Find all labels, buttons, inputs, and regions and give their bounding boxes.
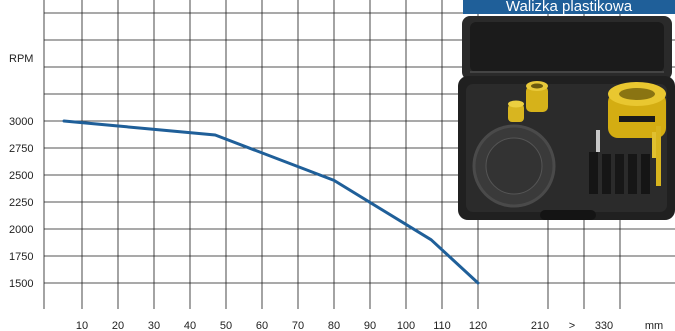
- x-tick-label: 20: [112, 320, 124, 331]
- x-axis-ticks: 10 20 30 40 50 60 70 80 90 100 110 120 210 >330 mm: [76, 320, 663, 331]
- y-tick-label: 2000: [9, 224, 33, 236]
- y-tick-label: 1750: [9, 251, 33, 263]
- y-axis-label: RPM: [9, 53, 33, 65]
- y-tick-label: 3000: [9, 116, 33, 128]
- x-tick-label: 100: [397, 320, 415, 331]
- x-tick-label: 330: [595, 320, 613, 331]
- x-tick-label: >: [569, 320, 575, 331]
- y-tick-label: 2500: [9, 170, 33, 182]
- x-tick-label: 70: [292, 320, 304, 331]
- x-tick-label: 90: [364, 320, 376, 331]
- x-tick-label: 40: [184, 320, 196, 331]
- series-layer: [62, 119, 480, 285]
- x-tick-label: 80: [328, 320, 340, 331]
- plastic-case-hole-saw-kit-photo: [458, 16, 675, 220]
- x-tick-label: 60: [256, 320, 268, 331]
- x-tick-label: 30: [148, 320, 160, 331]
- y-tick-label: 2250: [9, 197, 33, 209]
- y-axis-ticks: 3000 2750 2500 2250 2000 1750 1500: [9, 116, 33, 290]
- x-tick-label: 120: [469, 320, 487, 331]
- x-tick-label: 50: [220, 320, 232, 331]
- case-type-badge: Walizka plastikowa: [463, 0, 675, 14]
- y-tick-label: 2750: [9, 143, 33, 155]
- x-tick-label: 210: [531, 320, 549, 331]
- x-tick-label: mm: [645, 320, 663, 331]
- x-tick-label: 110: [433, 320, 451, 331]
- y-tick-label: 1500: [9, 278, 33, 290]
- x-tick-label: 10: [76, 320, 88, 331]
